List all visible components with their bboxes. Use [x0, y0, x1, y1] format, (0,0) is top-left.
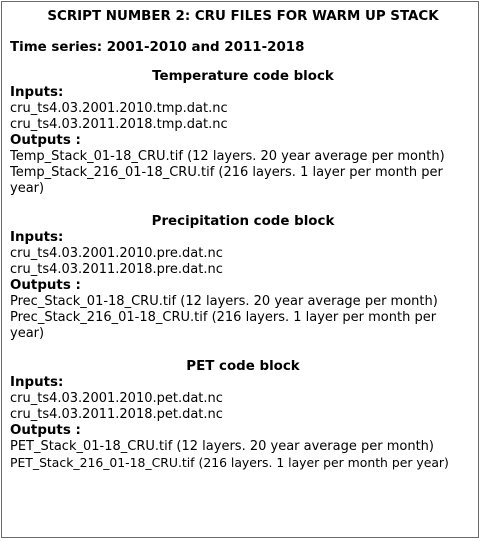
output-file: PET_Stack_216_01-18_CRU.tif (216 layers.…	[10, 455, 449, 470]
outputs-label: Outputs :	[10, 423, 81, 438]
document-title: SCRIPT NUMBER 2: CRU FILES FOR WARM UP S…	[47, 9, 439, 24]
input-file: cru_ts4.03.2001.2010.pre.dat.nc	[10, 246, 223, 261]
input-file: cru_ts4.03.2011.2018.pet.dat.nc	[10, 407, 223, 422]
input-file: cru_ts4.03.2011.2018.pre.dat.nc	[10, 262, 223, 277]
output-file: Temp_Stack_216_01-18_CRU.tif (216 layers…	[10, 165, 443, 196]
pet-section: PET code block Inputs: cru_ts4.03.2001.2…	[10, 358, 476, 471]
temperature-section: Temperature code block Inputs: cru_ts4.0…	[10, 68, 476, 197]
inputs-label: Inputs:	[10, 375, 64, 390]
outputs-label: Outputs :	[10, 133, 81, 148]
output-file: Prec_Stack_01-18_CRU.tif (12 layers. 20 …	[10, 294, 438, 309]
precipitation-section: Precipitation code block Inputs: cru_ts4…	[10, 213, 476, 342]
input-file: cru_ts4.03.2011.2018.tmp.dat.nc	[10, 117, 228, 132]
section-title: Temperature code block	[152, 69, 334, 84]
output-file: Prec_Stack_216_01-18_CRU.tif (216 layers…	[10, 310, 437, 341]
document-content: SCRIPT NUMBER 2: CRU FILES FOR WARM UP S…	[10, 8, 476, 471]
time-series-heading: Time series: 2001-2010 and 2011-2018	[10, 40, 305, 55]
output-file: Temp_Stack_01-18_CRU.tif (12 layers. 20 …	[10, 149, 445, 164]
inputs-label: Inputs:	[10, 85, 64, 100]
input-file: cru_ts4.03.2001.2010.tmp.dat.nc	[10, 101, 228, 116]
input-file: cru_ts4.03.2001.2010.pet.dat.nc	[10, 391, 223, 406]
inputs-label: Inputs:	[10, 230, 64, 245]
output-file: PET_Stack_01-18_CRU.tif (12 layers. 20 y…	[10, 439, 434, 454]
section-title: Precipitation code block	[151, 214, 335, 229]
outputs-label: Outputs :	[10, 278, 81, 293]
section-title: PET code block	[186, 359, 300, 374]
